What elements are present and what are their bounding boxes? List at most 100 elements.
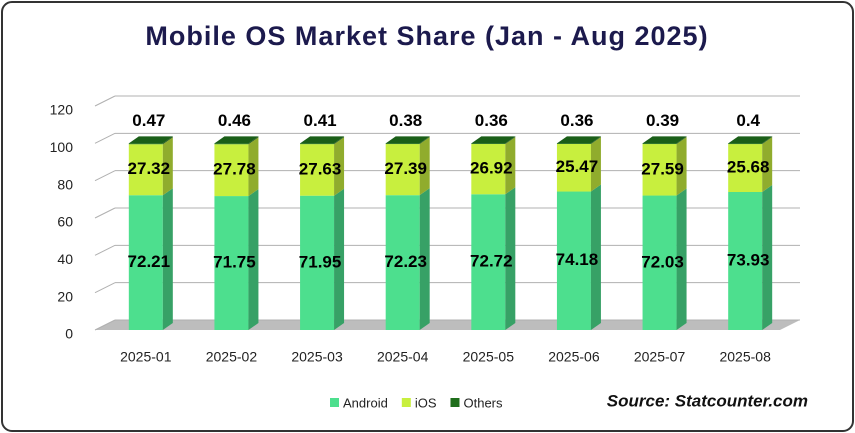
value-label: 25.68 — [727, 158, 770, 177]
bar — [556, 143, 591, 144]
bar — [556, 191, 591, 330]
x-tick-label: 2025-04 — [377, 349, 429, 365]
y-tick-label: 40 — [57, 251, 73, 267]
bar — [728, 144, 763, 192]
bar-side — [248, 189, 259, 330]
bar-side — [162, 188, 173, 330]
value-label: 71.95 — [299, 252, 342, 271]
bar-side — [334, 188, 345, 330]
bar-side — [505, 137, 516, 195]
bar — [471, 144, 506, 195]
bar — [385, 195, 420, 330]
source: Source: Statcounter.com — [607, 391, 808, 410]
x-tick-label: 2025-01 — [120, 349, 172, 365]
value-label: 74.18 — [556, 250, 599, 269]
bar — [385, 144, 420, 196]
legend-label: Others — [463, 395, 503, 410]
y-tick-label: 100 — [50, 139, 74, 155]
value-label: 72.21 — [128, 252, 171, 271]
bar — [642, 144, 677, 196]
bar-top — [300, 136, 345, 144]
bar — [471, 143, 506, 145]
bar — [300, 143, 335, 145]
bar-side — [334, 136, 345, 145]
bar — [385, 143, 420, 145]
bar-side — [590, 136, 601, 144]
bar — [128, 143, 163, 145]
bar-side — [762, 137, 773, 192]
y-tick-label: 80 — [57, 176, 73, 192]
floor — [95, 320, 800, 330]
bar-top — [128, 136, 173, 144]
bar — [471, 194, 506, 330]
bar-side — [590, 136, 601, 192]
y-tick-label: 0 — [65, 326, 73, 342]
value-label: 71.75 — [213, 253, 256, 272]
value-label: 25.47 — [556, 157, 599, 176]
x-tick-label: 2025-02 — [206, 349, 258, 365]
bar-side — [248, 136, 259, 145]
bar — [642, 195, 677, 330]
bar-top — [728, 136, 773, 144]
value-label: 27.78 — [213, 160, 256, 179]
legend-swatch — [401, 398, 411, 407]
x-tick-label: 2025-07 — [634, 349, 686, 365]
grid-line-side — [94, 319, 116, 331]
bar — [300, 144, 335, 196]
bar-top — [642, 136, 687, 144]
bar-top — [556, 136, 601, 144]
value-label: 0.39 — [646, 111, 679, 130]
value-label: 0.36 — [475, 111, 508, 130]
value-label: 0.47 — [132, 111, 165, 130]
bar — [128, 195, 163, 330]
legend-swatch — [330, 398, 339, 407]
legend-label: iOS — [415, 395, 437, 410]
x-tick-label: 2025-06 — [548, 349, 600, 365]
bar — [214, 143, 249, 145]
value-label: 72.23 — [384, 252, 427, 271]
bar — [642, 143, 677, 145]
bar-side — [505, 187, 516, 330]
bar-side — [419, 136, 430, 145]
bar — [214, 144, 249, 197]
legend-label: Android — [343, 395, 388, 410]
bar-side — [248, 137, 259, 197]
value-label: 0.38 — [389, 111, 422, 130]
value-label: 27.59 — [641, 159, 684, 178]
grid-line-side — [94, 132, 116, 144]
value-label: 72.72 — [470, 252, 513, 271]
y-tick-label: 60 — [57, 214, 73, 230]
bar-side — [676, 137, 687, 196]
x-tick-label: 2025-05 — [463, 349, 515, 365]
bar-side — [334, 137, 345, 196]
x-tick-label: 2025-03 — [291, 349, 343, 365]
value-label: 0.46 — [218, 111, 251, 130]
bar-side — [590, 184, 601, 330]
value-label: 27.39 — [384, 159, 427, 178]
bar — [556, 143, 591, 192]
bar-top — [471, 136, 516, 144]
value-label: 26.92 — [470, 159, 513, 178]
y-tick-label: 20 — [57, 288, 73, 304]
value-label: 0.36 — [560, 111, 593, 130]
value-label: 0.4 — [736, 111, 760, 130]
grid-line-side — [94, 244, 116, 256]
bar-side — [762, 184, 773, 330]
grid-line-side — [94, 95, 116, 107]
bar-top — [385, 136, 430, 144]
grid-line-side — [94, 282, 116, 294]
bar — [128, 144, 163, 196]
grid-line-side — [94, 170, 116, 182]
y-tick-label: 120 — [50, 102, 74, 118]
value-label: 0.41 — [304, 111, 337, 130]
bar-side — [162, 137, 173, 196]
bar — [300, 195, 335, 330]
bar — [728, 191, 763, 330]
bar-side — [419, 188, 430, 330]
x-tick-label: 2025-08 — [719, 349, 771, 365]
bar-side — [505, 136, 516, 145]
value-label: 27.63 — [299, 159, 342, 178]
value-label: 27.32 — [128, 159, 171, 178]
bar — [214, 196, 249, 330]
value-label: 72.03 — [641, 252, 684, 271]
